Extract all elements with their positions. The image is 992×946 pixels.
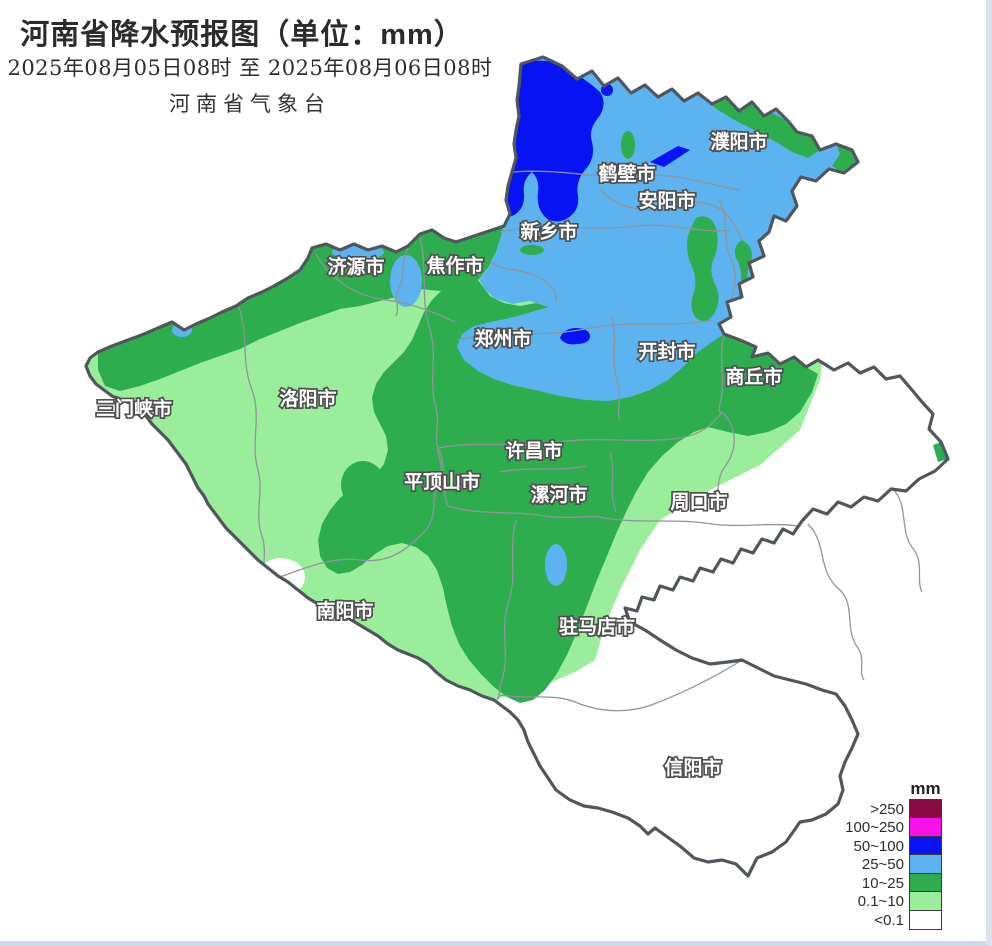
- legend-label: <0.1: [874, 911, 904, 929]
- province-border: [84, 55, 950, 878]
- legend-label: 10~25: [861, 874, 904, 892]
- legend-row: 100~250: [778, 817, 942, 838]
- city-label: 济源市: [327, 255, 384, 278]
- city-label: 郑州市: [474, 327, 531, 350]
- legend-swatch: [909, 817, 942, 838]
- rain-area-green-sliver: [520, 245, 544, 255]
- city-label: 濮阳市: [710, 130, 767, 153]
- external-boundaries: [807, 488, 923, 681]
- rain-area-green-sliver: [621, 131, 635, 159]
- city-label: 信阳市: [664, 756, 721, 779]
- rain-area-green-shangqiu-tip: [933, 442, 948, 462]
- city-label: 焦作市: [425, 254, 483, 277]
- rain-area-green-ne-arm: [700, 96, 820, 158]
- legend-label: 50~100: [853, 837, 904, 855]
- rain-area-green-patch: [143, 430, 157, 442]
- legend-label: 100~250: [845, 819, 904, 837]
- rain-area-blue-patch: [390, 255, 422, 307]
- legend-swatch: [909, 872, 942, 893]
- legend-row: <0.1: [778, 909, 942, 930]
- rain-area-white-patch: [240, 608, 278, 636]
- city-label: 安阳市: [638, 189, 695, 212]
- rain-area-green-puyang-strip: [687, 216, 719, 322]
- legend-swatch: [909, 909, 942, 930]
- rain-area-green-patch: [341, 461, 385, 509]
- city-label: 三门峡市: [96, 397, 172, 420]
- legend-row: >250: [778, 798, 942, 819]
- city-label: 周口市: [670, 490, 727, 513]
- legend-row: 25~50: [778, 854, 942, 875]
- legend-row: 0.1~10: [778, 891, 942, 912]
- legend-row: 50~100: [778, 835, 942, 856]
- rain-area-blue-zhumadian: [545, 544, 567, 586]
- rain-area-green-patch: [86, 418, 116, 466]
- city-label: 新乡市: [520, 220, 577, 243]
- rain-area-white-patch: [204, 567, 276, 625]
- legend-row: 10~25: [778, 872, 942, 893]
- legend-swatch: [909, 798, 942, 819]
- rain-area-green-patch: [389, 435, 421, 475]
- city-label: 漯河市: [530, 483, 587, 506]
- legend-unit: mm: [910, 779, 941, 798]
- legend-rows: >250 100~250 50~100 25~50 10~25 0.1~10 <…: [778, 798, 942, 930]
- legend-swatch: [909, 854, 942, 875]
- rain-area-white-southeast: [494, 350, 948, 876]
- page-title: 河南省降水预报图（单位：mm）: [20, 19, 464, 51]
- rain-area-darkblue-hebi: [650, 146, 690, 167]
- page-edge-bottom: [0, 941, 992, 946]
- legend-swatch: [909, 891, 942, 912]
- page-edge-right: [986, 0, 992, 946]
- agency-name: 河南省气象台: [169, 92, 331, 116]
- forecast-period: 2025年08月05日08时 至 2025年08月06日08时: [7, 56, 493, 80]
- city-label: 开封市: [638, 340, 695, 363]
- city-label: 南阳市: [316, 599, 373, 622]
- city-label: 平顶山市: [404, 470, 480, 493]
- city-label: 商丘市: [725, 365, 782, 388]
- city-label: 许昌市: [505, 439, 562, 462]
- legend-label: 25~50: [861, 856, 904, 874]
- city-label: 洛阳市: [279, 387, 336, 410]
- city-boundaries: [235, 170, 799, 712]
- legend-label: 0.1~10: [857, 893, 904, 911]
- rain-area-white-patch: [185, 620, 243, 668]
- city-label: 驻马店市: [559, 615, 635, 638]
- rain-area-green-central: [318, 280, 818, 703]
- city-label: 鹤壁市: [598, 162, 655, 185]
- legend-label: >250: [870, 800, 904, 818]
- legend-swatch: [909, 835, 942, 856]
